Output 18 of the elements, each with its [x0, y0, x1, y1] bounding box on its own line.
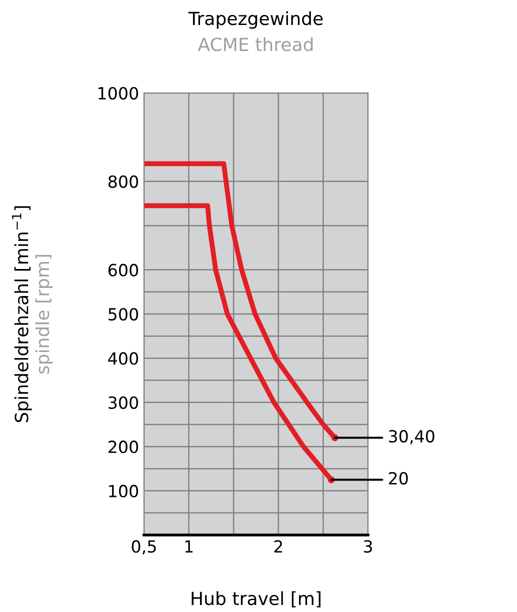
- text: 20: [388, 472, 408, 485]
- y-tick-label: 200: [108, 440, 138, 454]
- text: Spindeldrehzahl [min$^{−1}$] spindle [rpm]: [12, 206, 53, 422]
- x-tick-label: 1: [185, 540, 193, 553]
- y-tick-label: 800: [108, 175, 138, 188]
- chart-title: Trapezgewinde: [188, 11, 323, 29]
- chart-subtitle: ACME thread: [198, 37, 313, 52]
- y-tick-label: 400: [108, 352, 138, 365]
- y-tick-label: 600: [108, 264, 138, 276]
- x-tick-label: 3: [364, 540, 372, 553]
- x-tick-label: 2: [274, 540, 282, 553]
- y-tick-label: 1000: [98, 86, 138, 100]
- text: 30,40: [388, 430, 434, 444]
- y-tick-label: 500: [108, 308, 138, 321]
- x-axis-title: Hub travel [m]: [192, 591, 320, 608]
- y-tick-label: 300: [108, 396, 138, 409]
- x-tick-label: 0,5: [132, 540, 156, 554]
- y-tick-label: 100: [109, 484, 138, 498]
